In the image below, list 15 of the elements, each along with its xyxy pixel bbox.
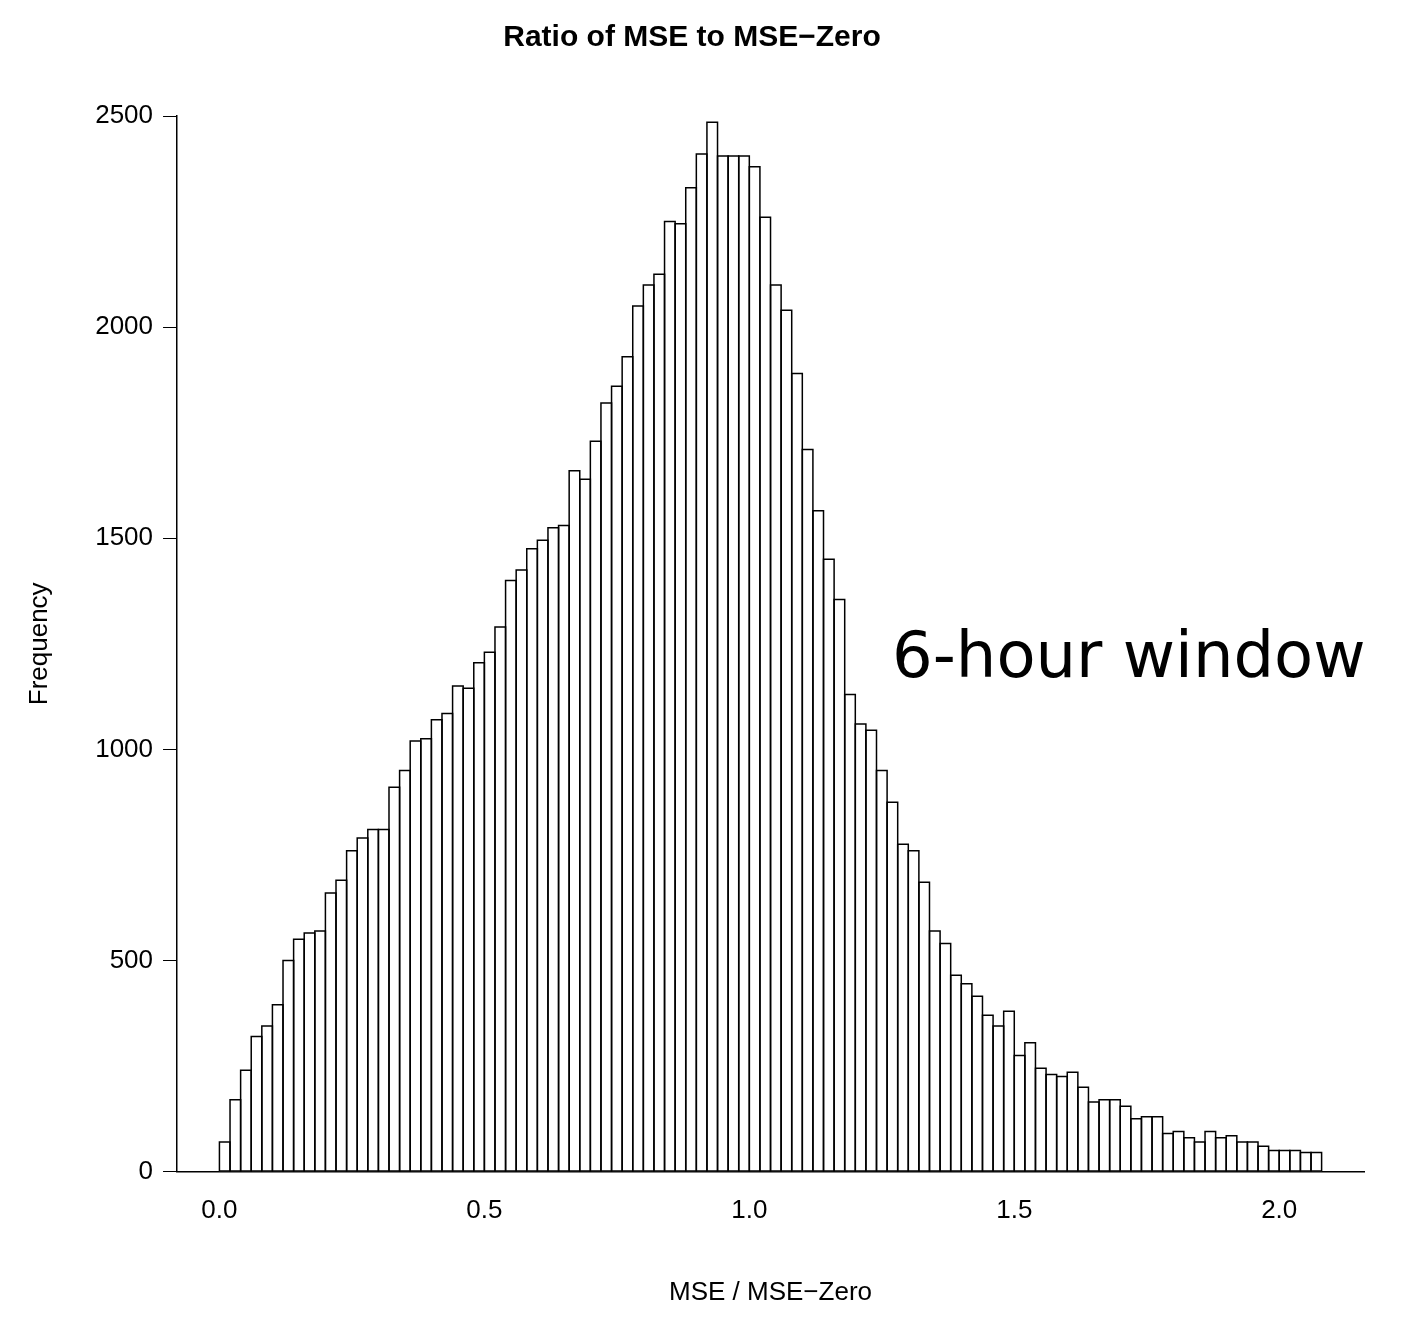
y-tick-label: 2500 [95, 99, 154, 130]
y-tick-label: 1500 [95, 521, 154, 552]
y-tick-label: 2000 [95, 310, 154, 341]
y-tick-label: 500 [109, 943, 154, 974]
x-tick-label: 0.5 [466, 1194, 503, 1225]
x-tick-label: 1.0 [731, 1194, 768, 1225]
x-tick-label: 1.5 [996, 1194, 1033, 1225]
y-axis-title: Frequency [22, 582, 53, 706]
chart-title: Ratio of MSE to MSE−Zero [503, 19, 881, 53]
x-tick-label: 0.0 [201, 1194, 238, 1225]
x-axis-title: MSE / MSE−Zero [669, 1275, 873, 1306]
y-tick-label: 1000 [95, 732, 154, 763]
x-tick-label: 2.0 [1261, 1194, 1298, 1225]
annotation: 6-hour window [892, 618, 1366, 692]
y-tick-label: 0 [138, 1154, 154, 1185]
